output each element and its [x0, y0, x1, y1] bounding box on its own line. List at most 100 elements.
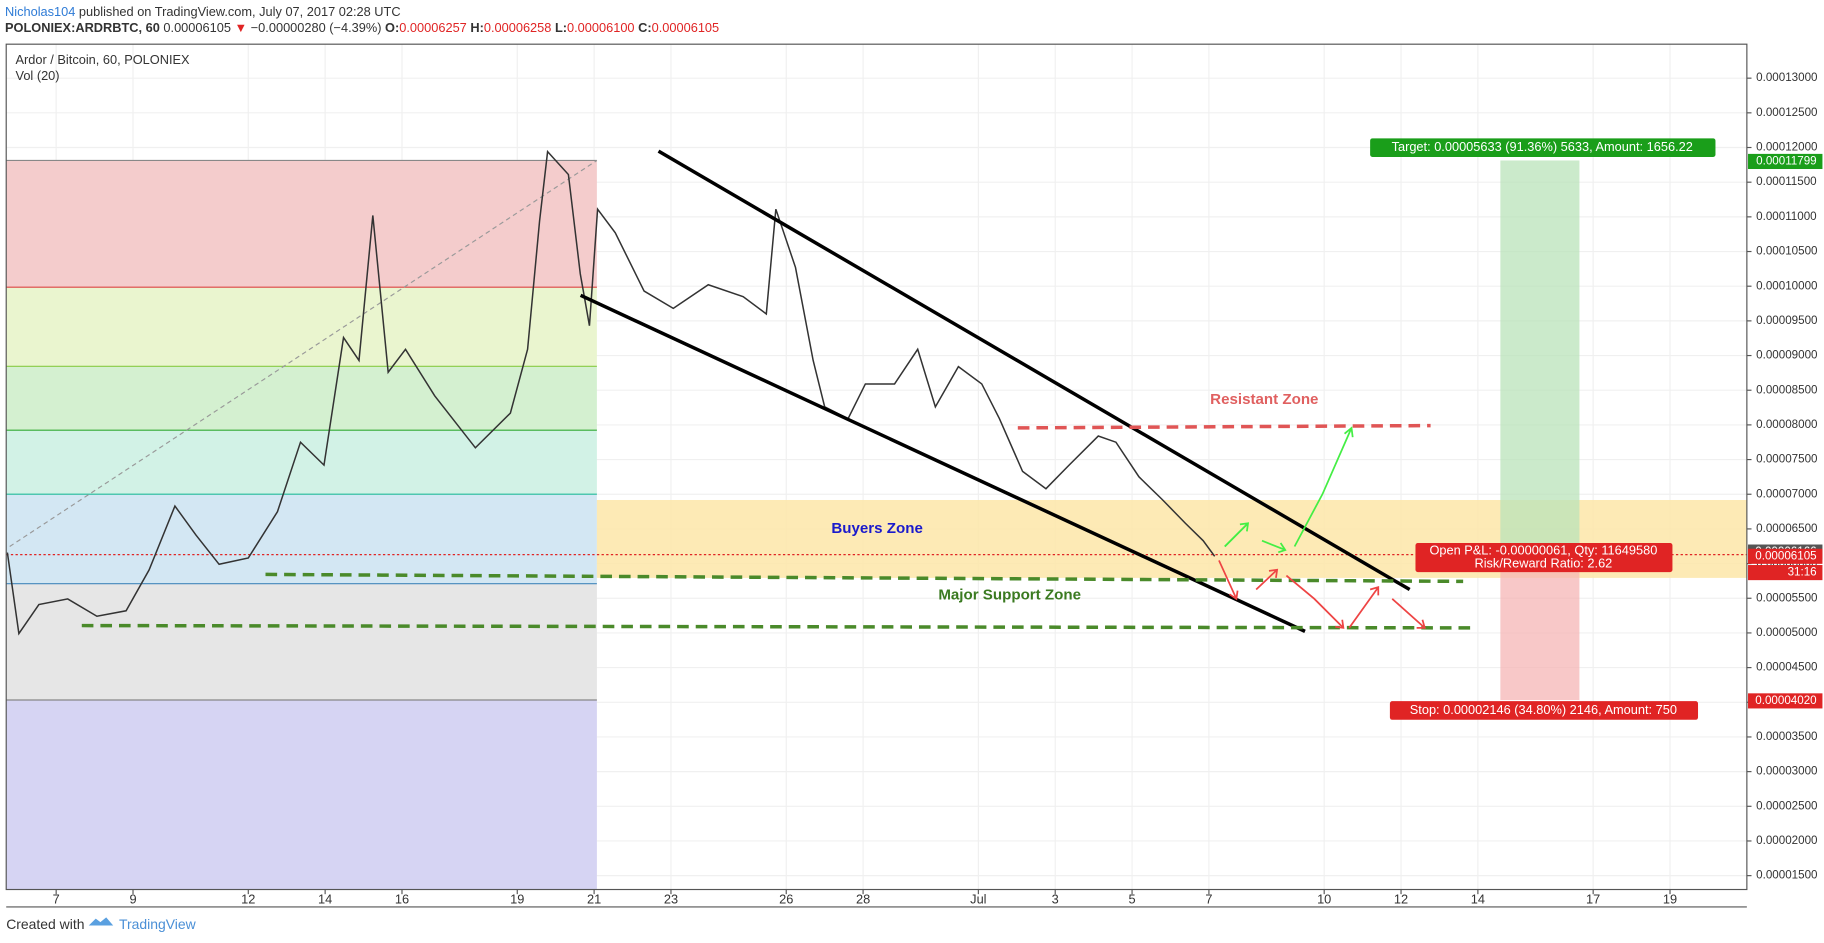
- low-label: L:: [555, 20, 567, 35]
- resistance-line: [1017, 423, 1431, 430]
- y-tick-label: 0.00002000: [1756, 834, 1817, 847]
- y-tick-label: 0.00005500: [1756, 591, 1817, 604]
- open-label: O:: [385, 20, 399, 35]
- trend-line: [657, 149, 1411, 592]
- fib-band: [6, 287, 597, 367]
- x-tick-label: 16: [395, 891, 409, 906]
- symbol: POLONIEX:ARDRBTC, 60: [5, 20, 160, 35]
- y-tick-label: 0.00003500: [1756, 730, 1817, 743]
- price-line: [6, 149, 1216, 636]
- arrow: [1218, 560, 1239, 601]
- fib-band: [6, 699, 597, 890]
- x-tick-label: 23: [664, 891, 678, 906]
- resistant-zone-label: Resistant Zone: [1210, 391, 1318, 408]
- drawings: [6, 159, 1747, 890]
- y-tick-label: 0.00008000: [1756, 418, 1817, 431]
- x-tick-label: 12: [1394, 891, 1408, 906]
- price-tag: [1748, 565, 1823, 581]
- y-tick-label: 0.00002500: [1756, 799, 1817, 812]
- change: −0.00000280 (−4.39%): [251, 20, 382, 35]
- stop-label: Stop: 0.00002146 (34.80%) 2146, Amount: …: [1410, 702, 1677, 717]
- y-tick-label: 0.00011500: [1756, 175, 1816, 188]
- chart-subtitle: Vol (20): [16, 68, 60, 83]
- fib-band: [6, 366, 597, 431]
- support-line: [265, 572, 1464, 584]
- fib-band: [6, 583, 597, 700]
- x-tick-label: 19: [510, 891, 524, 906]
- pnl-badge: [1415, 543, 1673, 573]
- fib-trend: [9, 159, 598, 547]
- target-badge: [1370, 138, 1716, 157]
- y-tick-label: 0.00013000: [1756, 71, 1817, 84]
- x-tick-label: 7: [1205, 891, 1212, 906]
- y-tick-label: 0.00003000: [1756, 765, 1817, 778]
- footer-brand[interactable]: TradingView: [119, 916, 197, 932]
- arrow: [1293, 426, 1354, 547]
- last: 0.00006105: [163, 20, 231, 35]
- axes-layer: 0.00001500 0.00002000 0.00002500 0.00003000…: [53, 71, 1823, 906]
- y-tick-label: 0.00012000: [1756, 141, 1817, 154]
- y-tick-label: 0.00010500: [1756, 245, 1817, 258]
- y-tick-label: 0.00009000: [1756, 349, 1817, 362]
- price-tag-label: 0.00006105: [1755, 549, 1816, 562]
- target-label: Target: 0.00005633 (91.36%) 5633, Amount…: [1392, 139, 1693, 154]
- x-tick-label: 21: [587, 891, 601, 906]
- price-tag: [1748, 153, 1823, 170]
- author[interactable]: Nicholas104: [5, 4, 75, 19]
- stop-box: [1500, 554, 1580, 700]
- trend-line: [579, 293, 1306, 633]
- plot-frame: [5, 43, 1748, 891]
- pnl-label: Open P&L: -0.00000061, Qty: 11649580: [1429, 543, 1657, 558]
- labels: Resistant Zone Buyers Zone Major Support…: [16, 52, 1716, 720]
- fib-band: [6, 430, 597, 495]
- x-tick-label: 10: [1317, 891, 1331, 906]
- arrow: [1224, 522, 1250, 548]
- arrow: [1255, 568, 1279, 591]
- stop-badge: [1389, 701, 1699, 720]
- buyers-zone-label: Buyers Zone: [831, 520, 923, 537]
- arrow: [1391, 598, 1426, 629]
- price-tag-label: 31:16: [1788, 566, 1817, 579]
- x-tick-label: 7: [53, 891, 60, 906]
- overlays: [81, 149, 1475, 633]
- price-tag: [1748, 693, 1823, 709]
- close-label: C:: [638, 20, 652, 35]
- y-tick-label: 0.00012500: [1756, 106, 1817, 119]
- close: 0.00006105: [652, 20, 720, 35]
- open: 0.00006257: [399, 20, 467, 35]
- target-box: [1500, 160, 1580, 555]
- logo: [88, 917, 114, 926]
- support-zone-label: Major Support Zone: [938, 586, 1081, 603]
- x-tick-label: 14: [318, 891, 332, 906]
- x-tick-label: 28: [856, 891, 870, 906]
- rr-label: Risk/Reward Ratio: 2.62: [1474, 555, 1612, 570]
- x-tick-label: 19: [1663, 891, 1677, 906]
- y-tick-label: 0.00007500: [1756, 453, 1817, 466]
- x-tick-label: 5: [1129, 891, 1136, 906]
- price-tag-label: 0.00011799: [1756, 155, 1816, 168]
- header-line2: POLONIEX:ARDRBTC, 60 0.00006105 ▼ −0.000…: [5, 20, 719, 35]
- high: 0.00006258: [484, 20, 552, 35]
- support-line: [81, 623, 1475, 630]
- price-tag-label: 0.00004020: [1755, 694, 1816, 707]
- fib-band: [6, 160, 597, 288]
- arrow: [1261, 539, 1287, 554]
- x-tick-label: 17: [1586, 891, 1600, 906]
- series-layer: [6, 149, 1216, 636]
- y-tick-label: 0.00006500: [1756, 522, 1817, 535]
- footer-created: Created with: [6, 916, 84, 932]
- x-tick-label: 3: [1052, 891, 1059, 906]
- y-tick-label: 0.00009500: [1756, 314, 1817, 327]
- high-label: H:: [470, 20, 484, 35]
- y-tick-label: 0.00007000: [1756, 487, 1817, 500]
- arrow: [1348, 586, 1380, 629]
- y-tick-label: 0.00008500: [1756, 383, 1817, 396]
- x-tick-label: Jul: [970, 891, 986, 906]
- y-tick-label: 0.00004500: [1756, 661, 1817, 674]
- y-tick-label: 0.00010000: [1756, 279, 1817, 292]
- price-tag: [1748, 548, 1823, 564]
- x-tick-label: 12: [241, 891, 255, 906]
- fib-band: [6, 494, 597, 584]
- x-tick-label: 14: [1471, 891, 1485, 906]
